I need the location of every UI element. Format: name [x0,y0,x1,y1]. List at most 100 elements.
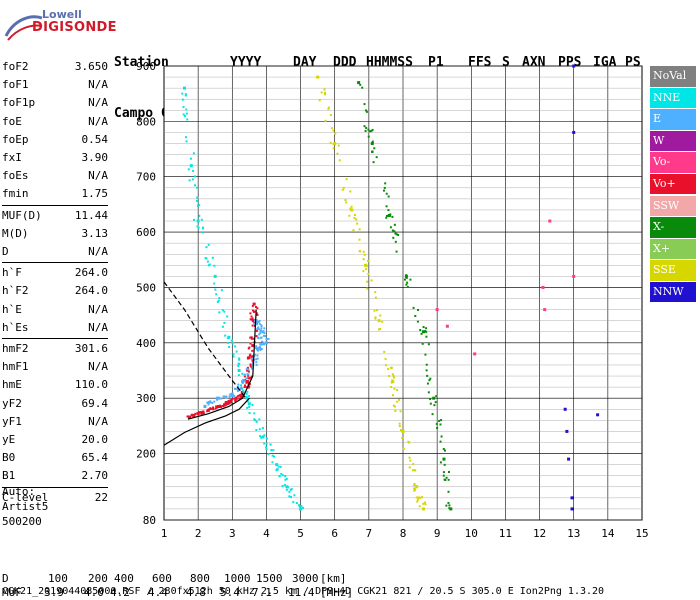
trace-dot [237,374,240,377]
trace-dot [280,472,283,475]
trace-dot [245,392,248,395]
trace-dot [265,338,268,341]
trace-dot [209,408,212,411]
trace-dot [427,343,430,346]
trace-dot [364,109,367,112]
trace-dot [254,418,257,421]
trace-dot [443,463,446,466]
trace-dot [249,312,252,315]
data-point [213,274,217,278]
data-point [401,429,405,433]
legend-item-e: E [650,109,696,130]
trace-dot [353,217,356,220]
trace-dot [262,341,265,344]
trace-dot [408,456,411,459]
param-name: hmF2 [2,342,29,355]
param-name: yF1 [2,414,22,428]
trace-dot [363,253,366,256]
trace-dot [247,368,250,371]
trace-dot [390,381,393,384]
trace-dot [412,469,415,472]
trace-dot [195,199,198,202]
trace-dot [249,336,252,339]
x-tick-label: 5 [297,527,304,540]
trace-dot [237,383,240,386]
trace-dot [255,321,258,324]
trace-dot [363,103,366,106]
param-separator [2,486,108,488]
trace-dot [255,345,258,348]
trace-dot [389,226,392,229]
trace-dot [413,469,416,472]
trace-dot [375,309,378,312]
trace-dot [255,420,258,423]
y-tick-label: 800 [136,115,156,128]
trace-dot [426,374,429,377]
param-name: h`F2 [2,284,29,298]
trace-dot [425,335,428,338]
data-point [275,463,279,467]
trace-dot [218,404,221,407]
trace-dot [263,332,266,335]
trace-dot [370,130,373,133]
trace-dot [237,364,240,367]
trace-dot [232,355,235,358]
trace-dot [419,496,422,499]
trace-dot [425,363,428,366]
trace-dot [381,320,384,323]
trace-dot [244,384,247,387]
trace-dot [358,238,361,241]
trace-dot [387,195,390,198]
series-vo [186,302,259,419]
legend-item-nne: NNE [650,87,696,109]
trace-dot [374,296,377,299]
trace-dot [255,363,258,366]
trace-dot [257,320,260,323]
table-cell: 4.2 [110,586,130,599]
trace-dot [226,315,229,318]
trace-dot [248,405,251,408]
trace-dot [262,334,265,337]
trace-dot [248,412,251,415]
trace-dot [260,347,263,350]
trace-dot [214,288,217,291]
trace-dot [234,397,237,400]
curve-profile [187,309,257,420]
trace-dot [285,477,288,480]
trace-dot [431,413,434,416]
trace-dot [251,403,254,406]
trace-dot [223,403,226,406]
trace-dot [329,141,332,144]
data-point [258,346,262,350]
trace-dot [209,400,212,403]
auto-version: 500200 [2,515,42,528]
trace-dot [240,393,243,396]
table-cell: 100 [48,572,68,585]
legend-item-sse: SSE [650,260,696,281]
trace-dot [428,379,431,382]
trace-dot [394,232,397,235]
trace-dot [419,329,422,332]
trace-dot [259,348,262,351]
trace-dot [261,343,264,346]
trace-dot [258,333,261,336]
param-row: yE 20.0 [2,431,108,450]
trace-dot [184,93,187,96]
trace-dot [358,250,361,253]
trace-dot [256,307,259,310]
trace-dot [197,226,200,229]
trace-dot [247,395,250,398]
trace-dot [364,129,367,132]
trace-dot [206,260,209,263]
logo-swoosh-icon [4,15,43,41]
trace-dot [391,373,394,376]
trace-dot [222,395,225,398]
trace-dot [243,386,246,389]
trace-dot [246,357,249,360]
x-tick-label: 9 [434,527,441,540]
trace-dot [212,408,215,411]
trace-dot [224,395,227,398]
y-tick-label: 500 [136,281,156,294]
trace-dot [201,227,204,230]
table-cell: 7.1 [252,586,272,599]
